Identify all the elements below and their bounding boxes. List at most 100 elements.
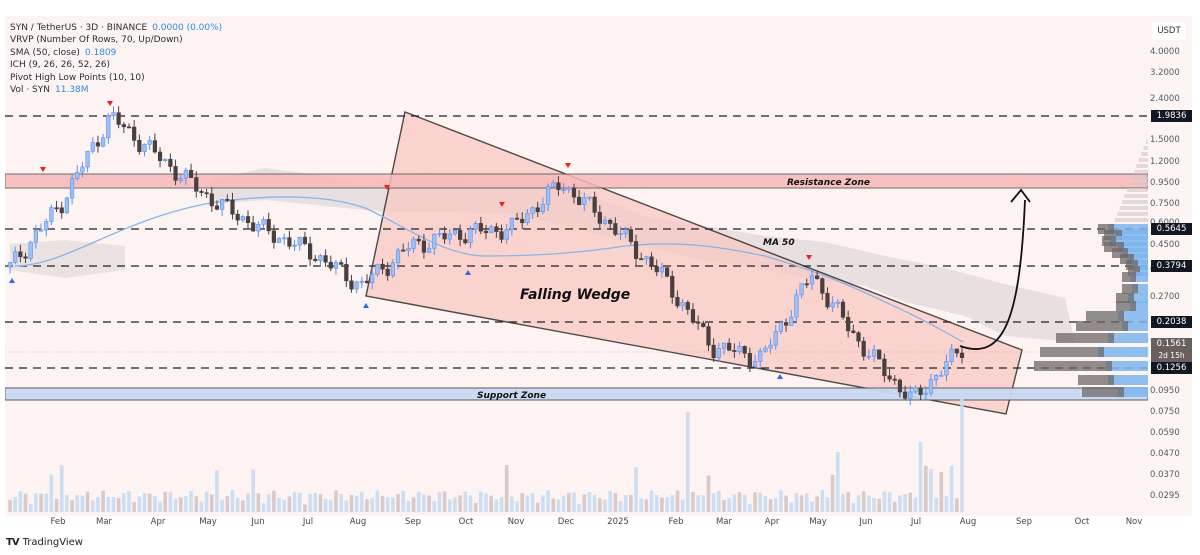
- chart-area[interactable]: Resistance Zone Support Zone Falling Wedge…: [5, 16, 1192, 516]
- time-axis[interactable]: Feb Mar Apr May Jun Jul Aug Sep Oct Nov Dec 2025 Feb…: [5, 516, 1192, 530]
- price-tick-label: 0.0950: [1150, 386, 1180, 396]
- volume-bar: [65, 495, 69, 512]
- volume-bar: [127, 491, 131, 512]
- volume-bar: [479, 491, 483, 512]
- price-tick-label: 0.0750: [1150, 407, 1180, 417]
- volume-bar: [282, 499, 287, 512]
- pivot-high-marker: [499, 202, 505, 207]
- volume-bar: [8, 500, 12, 512]
- volume-bar: [872, 497, 876, 512]
- volume-bar: [70, 500, 74, 512]
- volume-bar: [535, 502, 540, 512]
- volume-bar: [877, 498, 882, 512]
- volume-bar: [613, 493, 618, 512]
- volume-bar: [758, 492, 763, 512]
- brand-name: TradingView: [22, 537, 83, 548]
- time-tick-label: Feb: [668, 517, 684, 527]
- volume-bar: [59, 465, 64, 512]
- volume-bar: [447, 499, 452, 512]
- volume-bar: [173, 498, 178, 512]
- pivot-low-marker: [9, 278, 15, 283]
- volume-bar: [297, 492, 302, 512]
- volume-bar: [411, 497, 416, 512]
- volume-bar: [28, 503, 33, 512]
- price-tick-label: 0.0295: [1150, 491, 1180, 501]
- volume-bar: [732, 494, 737, 512]
- volume-bar: [566, 492, 571, 512]
- volume-bar: [660, 497, 664, 512]
- volume-bar: [360, 491, 364, 512]
- price-level-badge: 1.9836: [1151, 110, 1192, 122]
- time-tick-label: May: [809, 517, 827, 527]
- volume-bar: [685, 412, 690, 512]
- volume-bar: [753, 492, 757, 512]
- volume-bar: [717, 490, 721, 512]
- volume-bar: [39, 493, 43, 512]
- volume-bar: [437, 492, 442, 512]
- volume-bar: [246, 493, 250, 512]
- current-price-badge: 0.1561 2d 15h: [1151, 338, 1192, 362]
- volume-bar: [779, 490, 783, 512]
- volume-bar: [623, 495, 628, 512]
- volume-bar: [147, 493, 152, 512]
- volume-bar: [406, 500, 411, 512]
- volume-bar: [13, 497, 17, 512]
- volume-bar: [370, 498, 374, 512]
- volume-bar: [587, 492, 592, 512]
- currency-label[interactable]: USDT: [1152, 22, 1186, 40]
- volume-bar: [235, 497, 240, 512]
- volume-bar: [468, 495, 473, 512]
- breakout-arrow: [959, 199, 1026, 350]
- volume-bar: [706, 475, 711, 512]
- price-tick-label: 0.7500: [1150, 199, 1180, 209]
- falling-wedge-shape: [365, 111, 1023, 415]
- volume-bar: [618, 501, 623, 512]
- price-chart-canvas[interactable]: Resistance Zone Support Zone Falling Wedge…: [5, 16, 1192, 516]
- volume-bar: [453, 497, 457, 512]
- volume-bar: [163, 491, 168, 512]
- volume-bar: [287, 496, 292, 512]
- volume-bar: [836, 452, 840, 512]
- time-tick-label: Jun: [251, 517, 265, 527]
- legend-symbol[interactable]: SYN / TetherUS · 3D · BINANCE 0.0000 (0.0…: [10, 23, 223, 33]
- volume-bar: [830, 474, 835, 512]
- volume-bar: [768, 499, 773, 512]
- volume-bar: [334, 490, 338, 512]
- time-tick-label: 2025: [607, 517, 629, 527]
- legend-sma[interactable]: SMA (50, close) 0.1809: [10, 47, 117, 58]
- volume-bar: [142, 492, 147, 512]
- volume-bar: [815, 496, 819, 512]
- volume-bar: [241, 500, 245, 512]
- volume-bar: [396, 494, 400, 512]
- volume-bar: [380, 496, 385, 512]
- volume-bar: [499, 497, 504, 512]
- pivot-high-marker: [107, 101, 113, 106]
- volume-bar: [629, 494, 633, 512]
- legend-vrvp[interactable]: VRVP (Number Of Rows, 70, Up/Down): [10, 35, 183, 46]
- time-tick-label: Jun: [859, 517, 873, 527]
- volume-bar: [820, 490, 825, 512]
- volume-bar: [204, 491, 209, 512]
- legend-volume[interactable]: Vol · SYN 11.38M: [10, 85, 89, 96]
- tradingview-footer: 𝗧𝗩 TradingView: [6, 537, 83, 548]
- pivot-low-marker: [465, 270, 471, 275]
- volume-bar: [908, 492, 913, 512]
- price-tick-label: 2.4000: [1150, 94, 1180, 104]
- legend-ichimoku[interactable]: ICH (9, 26, 26, 52, 26): [10, 60, 111, 71]
- volume-bar: [923, 465, 928, 512]
- volume-bar: [106, 497, 111, 512]
- volume-bar: [34, 493, 38, 512]
- time-tick-label: Apr: [150, 517, 166, 527]
- price-tick-label: 1.2000: [1150, 157, 1180, 167]
- volume-bar: [122, 493, 126, 512]
- volume-bar: [748, 504, 752, 512]
- volume-bar: [339, 494, 343, 512]
- volume-bar: [608, 490, 612, 512]
- ma-50-label: MA 50: [763, 238, 795, 248]
- price-level-badge: 0.2038: [1151, 316, 1192, 328]
- legend-pivots[interactable]: Pivot High Low Points (10, 10): [10, 72, 145, 83]
- volume-bar: [215, 470, 219, 512]
- volume-bar: [272, 490, 276, 512]
- volume-bar: [344, 500, 349, 512]
- volume-bar: [153, 495, 157, 512]
